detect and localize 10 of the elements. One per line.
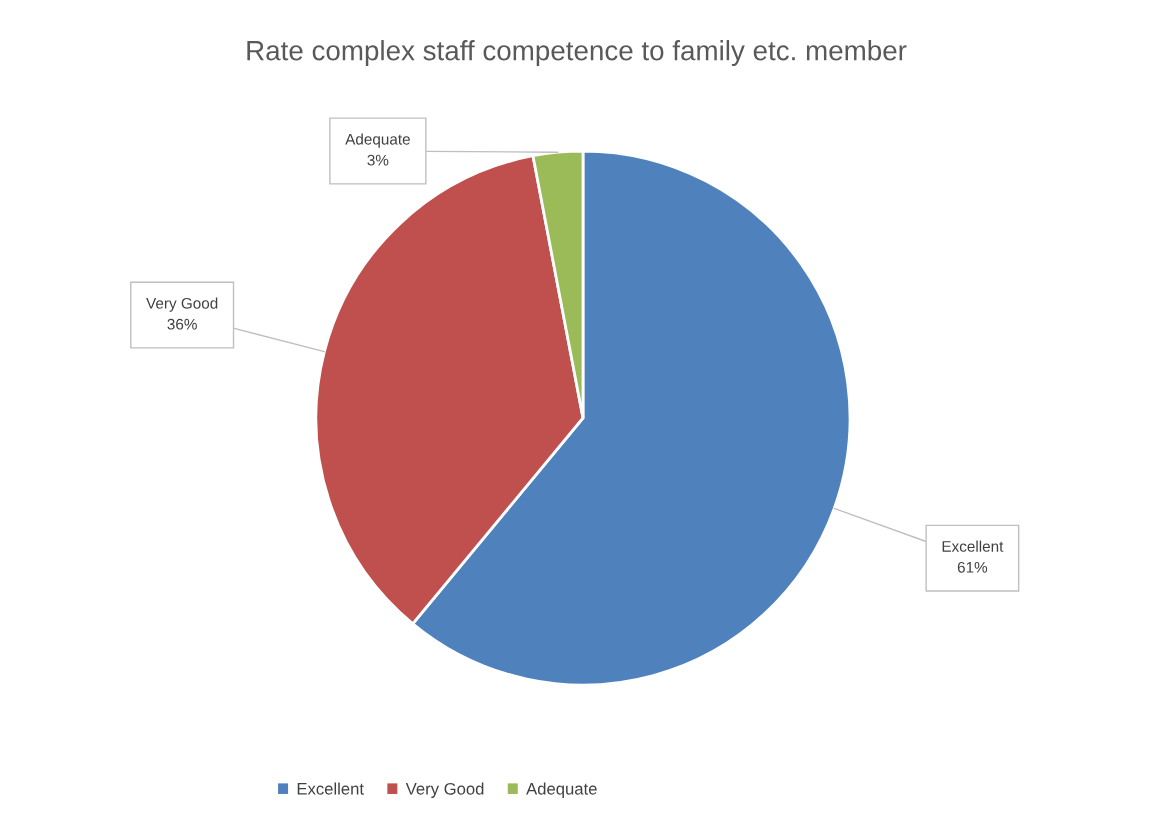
data-label: 61% (957, 561, 988, 573)
data-label: 3% (367, 154, 389, 166)
chart-title: Rate complex staff competence to family etc. member (247, 40, 907, 66)
slice-label: Very Good (146, 297, 218, 312)
legend-label: Very Good (405, 782, 484, 798)
data-label: 36% (167, 318, 197, 330)
slice-label: Excellent (942, 540, 1004, 552)
legend-label: Adequate (526, 782, 597, 798)
legend-label: Excellent (297, 782, 364, 795)
slice-label: Adequate (345, 133, 410, 148)
